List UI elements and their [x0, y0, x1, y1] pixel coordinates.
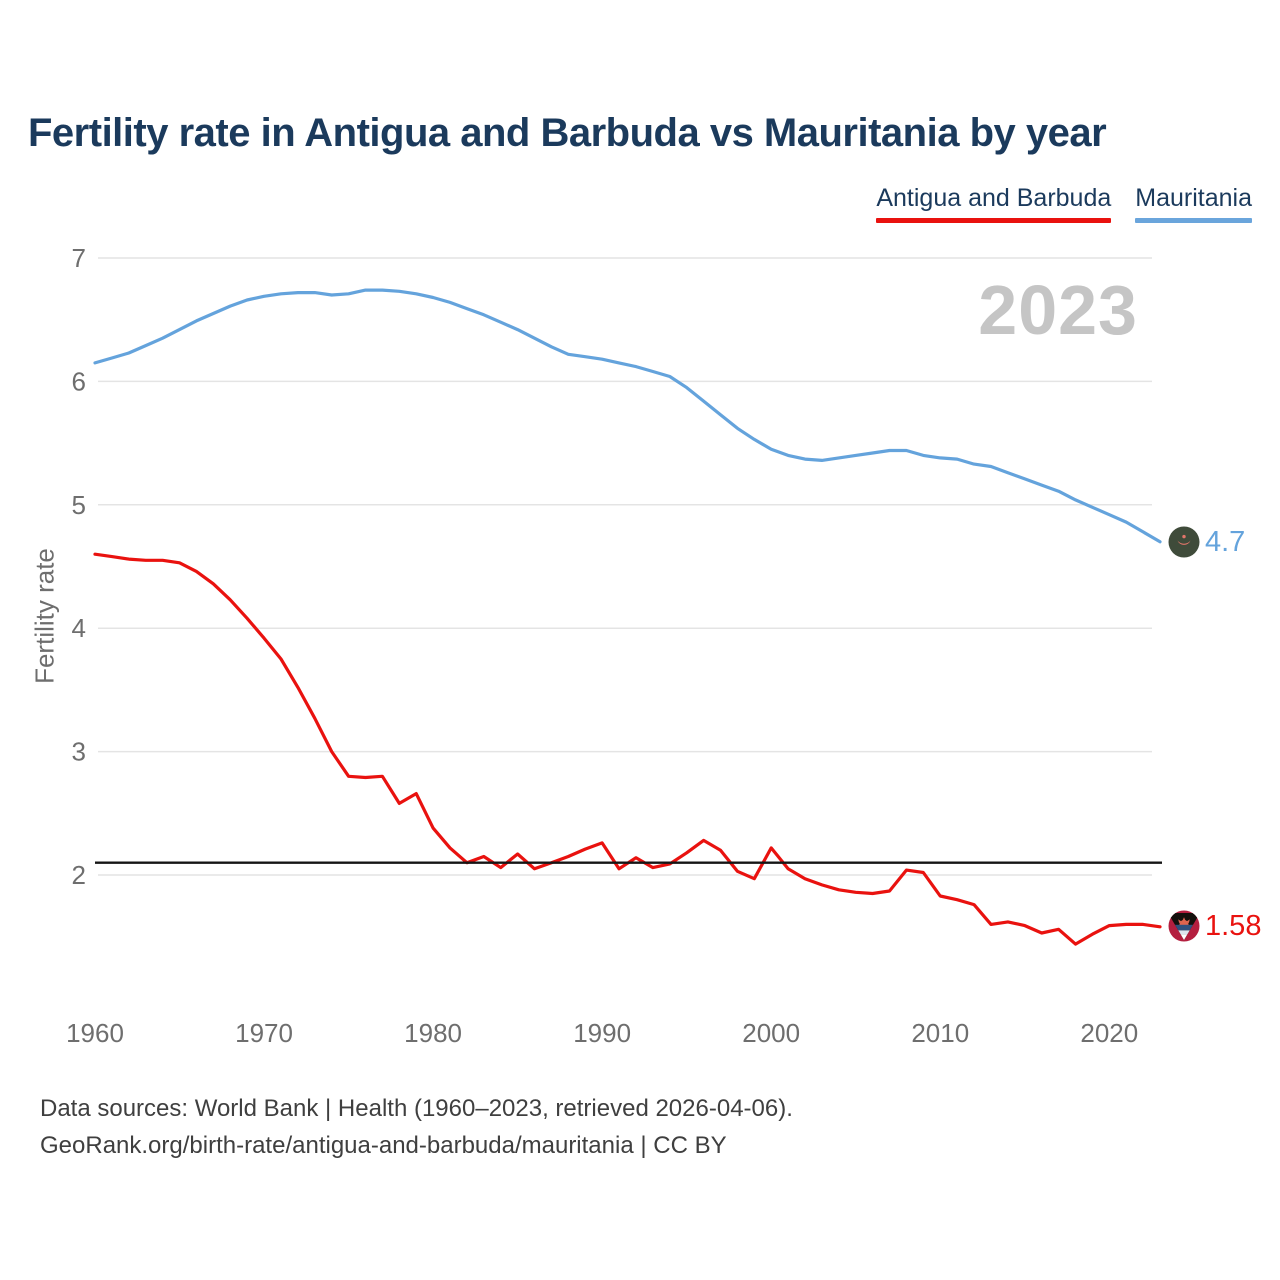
footer-attribution: Data sources: World Bank | Health (1960–… — [40, 1090, 793, 1164]
page-title: Fertility rate in Antigua and Barbuda vs… — [28, 111, 1107, 155]
antigua-and-barbuda-end-value-label: 1.58 — [1205, 910, 1262, 942]
y-tick-label: 3 — [72, 737, 86, 767]
legend: Antigua and Barbuda Mauritania — [876, 184, 1252, 223]
georank-url-line: GeoRank.org/birth-rate/antigua-and-barbu… — [40, 1132, 727, 1159]
legend-item-antigua-and-barbuda[interactable]: Antigua and Barbuda — [876, 184, 1112, 223]
antigua-and-barbuda-flag-icon — [1168, 910, 1200, 942]
legend-color-bar-blue — [1135, 218, 1252, 223]
x-tick-label: 2000 — [742, 1018, 800, 1048]
x-tick-label: 2020 — [1080, 1018, 1138, 1048]
series-line-antigua-and-barbuda — [93, 552, 1162, 946]
y-tick-label: 5 — [72, 490, 86, 520]
year-watermark: 2023 — [978, 271, 1138, 349]
series-line-mauritania — [93, 288, 1162, 544]
y-tick-label: 2 — [72, 860, 86, 890]
x-tick-label: 2010 — [911, 1018, 969, 1048]
y-tick-label: 7 — [72, 243, 86, 273]
data-sources-line: Data sources: World Bank | Health (1960–… — [40, 1095, 793, 1122]
x-tick-label: 1970 — [235, 1018, 293, 1048]
y-tick-label: 6 — [72, 366, 86, 396]
legend-label: Antigua and Barbuda — [876, 184, 1112, 212]
y-tick-label: 4 — [72, 613, 86, 643]
x-tick-label: 1980 — [404, 1018, 462, 1048]
x-tick-label: 1960 — [66, 1018, 124, 1048]
legend-label: Mauritania — [1135, 184, 1252, 212]
mauritania-end-value-label: 4.7 — [1205, 526, 1246, 558]
legend-color-bar-red — [876, 218, 1112, 223]
mauritania-flag-icon — [1168, 526, 1200, 558]
legend-item-mauritania[interactable]: Mauritania — [1135, 184, 1252, 223]
x-tick-label: 1990 — [573, 1018, 631, 1048]
